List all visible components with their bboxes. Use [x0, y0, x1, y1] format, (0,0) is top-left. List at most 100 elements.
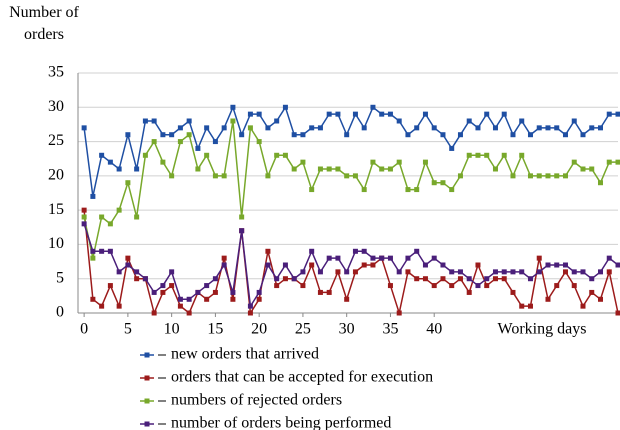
- point: [536, 125, 542, 131]
- legend-marker: [144, 421, 150, 427]
- point: [449, 269, 455, 275]
- point: [492, 125, 498, 131]
- point: [204, 296, 210, 302]
- point: [221, 262, 227, 268]
- point: [352, 248, 358, 254]
- point: [186, 132, 192, 138]
- point: [309, 125, 315, 131]
- point: [440, 132, 446, 138]
- point: [335, 166, 341, 172]
- point: [597, 125, 603, 131]
- point: [221, 125, 227, 131]
- point: [212, 139, 218, 145]
- point: [169, 173, 175, 179]
- point: [317, 125, 323, 131]
- x-tick-label: 5: [124, 321, 132, 338]
- x-tick-label: 10: [164, 321, 180, 338]
- point: [361, 248, 367, 254]
- point: [344, 132, 350, 138]
- point: [169, 132, 175, 138]
- point: [99, 152, 105, 158]
- point: [186, 118, 192, 124]
- point: [352, 111, 358, 117]
- point: [606, 159, 612, 165]
- y-tick-label: 35: [48, 64, 64, 81]
- legend-marker: [144, 398, 150, 404]
- point: [151, 289, 157, 295]
- point: [352, 173, 358, 179]
- point: [142, 276, 148, 282]
- point: [352, 269, 358, 275]
- point: [580, 166, 586, 172]
- point: [125, 132, 131, 138]
- point: [107, 159, 113, 165]
- point: [615, 159, 620, 165]
- x-tick-label: 15: [207, 321, 223, 338]
- point: [519, 118, 525, 124]
- point: [387, 111, 393, 117]
- point: [414, 125, 420, 131]
- x-axis-label: Working days: [498, 321, 587, 338]
- point: [554, 173, 560, 179]
- point: [519, 303, 525, 309]
- point: [247, 111, 253, 117]
- point: [361, 125, 367, 131]
- point: [221, 173, 227, 179]
- legend-marker: [144, 352, 150, 358]
- point: [160, 283, 166, 289]
- point: [589, 289, 595, 295]
- point: [169, 283, 175, 289]
- point: [230, 104, 236, 110]
- point: [405, 269, 411, 275]
- point: [134, 276, 140, 282]
- point: [230, 289, 236, 295]
- point: [396, 159, 402, 165]
- x-tick-label: 40: [426, 321, 442, 338]
- point: [554, 283, 560, 289]
- point: [510, 269, 516, 275]
- point: [519, 152, 525, 158]
- point: [457, 276, 463, 282]
- point: [440, 180, 446, 186]
- point: [134, 214, 140, 220]
- point: [326, 166, 332, 172]
- point: [107, 221, 113, 227]
- point: [589, 125, 595, 131]
- point: [142, 152, 148, 158]
- y-tick-label: 20: [48, 167, 64, 184]
- point: [195, 166, 201, 172]
- point: [282, 262, 288, 268]
- point: [580, 269, 586, 275]
- point: [116, 166, 122, 172]
- point: [186, 296, 192, 302]
- x-tick-label: 25: [295, 321, 311, 338]
- point: [431, 255, 437, 261]
- point: [300, 283, 306, 289]
- point: [379, 166, 385, 172]
- point: [387, 255, 393, 261]
- point: [230, 296, 236, 302]
- y-axis-label: Number of orders: [9, 4, 79, 43]
- point: [125, 262, 131, 268]
- point: [160, 289, 166, 295]
- point: [387, 283, 393, 289]
- point: [195, 145, 201, 151]
- point: [484, 276, 490, 282]
- point: [580, 132, 586, 138]
- point: [422, 159, 428, 165]
- point: [405, 187, 411, 193]
- point: [405, 132, 411, 138]
- point: [230, 118, 236, 124]
- point: [562, 132, 568, 138]
- point: [361, 262, 367, 268]
- point: [370, 159, 376, 165]
- point: [265, 125, 271, 131]
- point: [519, 269, 525, 275]
- point: [265, 248, 271, 254]
- point: [291, 276, 297, 282]
- point: [475, 125, 481, 131]
- point: [370, 255, 376, 261]
- point: [396, 310, 402, 316]
- point: [606, 111, 612, 117]
